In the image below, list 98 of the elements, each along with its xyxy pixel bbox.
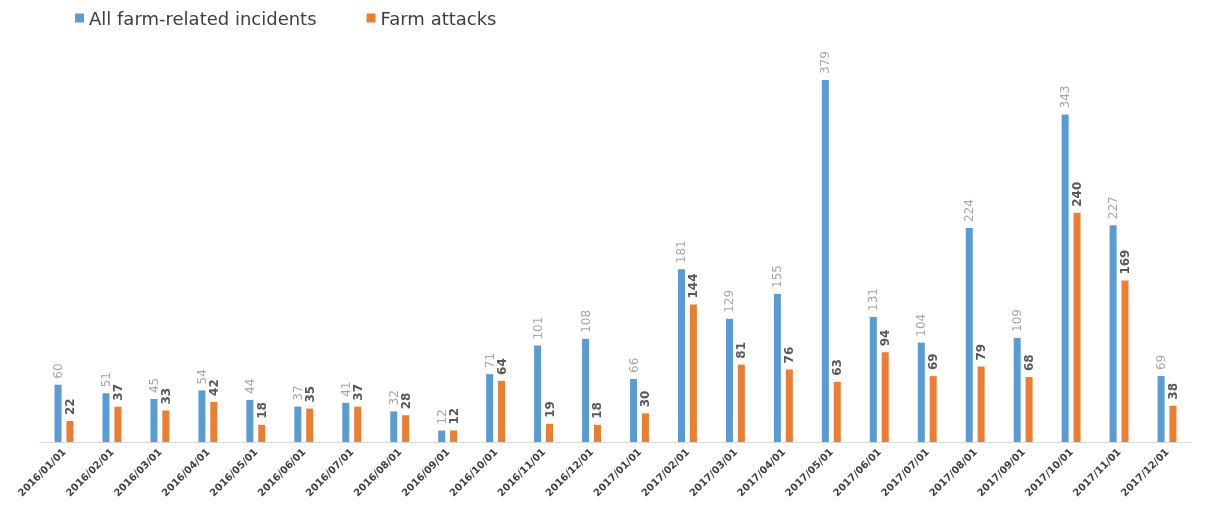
bar: [1169, 405, 1177, 442]
data-label: 155: [770, 265, 785, 288]
data-label: 227: [1106, 196, 1121, 220]
bar: [162, 410, 170, 442]
legend-label: Farm attacks: [380, 7, 497, 29]
bar: [929, 376, 937, 442]
bar: [785, 369, 793, 442]
data-label: 94: [878, 329, 893, 347]
bar: [1121, 280, 1129, 442]
bar: [773, 293, 781, 442]
bar: [306, 408, 314, 442]
bar: [641, 413, 649, 442]
bar: [1157, 376, 1165, 442]
bar: [833, 381, 841, 442]
bar: [66, 420, 74, 442]
bar: [438, 430, 446, 442]
data-label: 63: [830, 359, 845, 376]
data-label: 28: [398, 392, 413, 410]
data-label: 42: [206, 379, 221, 396]
data-label: 144: [686, 273, 701, 299]
data-label: 131: [866, 287, 881, 311]
data-label: 22: [62, 398, 77, 415]
bar: [486, 374, 494, 442]
bar: [1073, 212, 1081, 442]
data-label: 12: [434, 409, 449, 425]
data-label: 109: [1010, 309, 1025, 332]
bar: [737, 364, 745, 442]
data-label: 104: [914, 313, 929, 337]
data-label: 32: [386, 390, 401, 406]
bar: [1025, 377, 1033, 442]
data-label: 81: [734, 341, 749, 359]
data-label: 379: [818, 51, 833, 75]
data-label: 35: [302, 385, 317, 403]
data-label: 41: [338, 381, 353, 397]
data-label: 79: [974, 343, 989, 361]
bar: [1061, 114, 1069, 442]
data-label: 45: [146, 377, 161, 394]
data-label: 19: [542, 401, 557, 418]
data-label: 33: [158, 387, 173, 405]
bar: [821, 80, 829, 442]
bar: [102, 393, 110, 442]
bar: [534, 345, 542, 442]
data-label: 129: [722, 289, 737, 313]
data-label: 37: [350, 383, 365, 401]
data-label: 240: [1070, 181, 1085, 207]
bar: [977, 366, 985, 442]
bar: [342, 402, 350, 442]
data-label: 71: [482, 352, 497, 369]
bar: [881, 352, 889, 442]
bar: [1013, 337, 1021, 442]
data-label: 76: [782, 346, 797, 364]
bar: [390, 411, 398, 442]
data-label: 64: [494, 358, 509, 375]
bar: [582, 338, 590, 442]
bar: [630, 378, 638, 442]
data-label: 37: [290, 385, 305, 401]
data-label: 37: [110, 383, 125, 401]
bar: [689, 304, 697, 442]
bar: [546, 423, 554, 442]
bar: [294, 406, 302, 442]
bar: [114, 406, 122, 442]
bar: [725, 318, 733, 442]
bar: [402, 415, 410, 442]
bar: [1109, 225, 1117, 442]
data-label: 66: [626, 357, 641, 373]
bar: [258, 424, 266, 442]
data-label: 18: [590, 402, 605, 419]
bar: [498, 380, 506, 442]
data-label: 224: [962, 199, 977, 223]
bar: [354, 406, 362, 442]
bar: [210, 401, 218, 442]
bar: [150, 399, 158, 442]
data-label: 101: [530, 316, 545, 340]
data-label: 69: [1154, 354, 1169, 371]
bar: [677, 269, 685, 442]
data-label: 38: [1165, 383, 1180, 400]
data-label: 54: [194, 369, 209, 385]
data-label: 51: [98, 372, 113, 388]
data-label: 343: [1058, 85, 1073, 109]
bar: [198, 390, 206, 442]
bar: [54, 384, 62, 442]
data-label: 18: [254, 402, 269, 419]
data-label: 169: [1118, 249, 1133, 275]
legend-label: All farm-related incidents: [89, 7, 317, 29]
data-label: 69: [926, 353, 941, 371]
bar: [593, 424, 601, 442]
bar: [246, 399, 254, 442]
data-label: 181: [674, 240, 689, 264]
bar: [869, 316, 877, 442]
bar: [450, 430, 458, 442]
bar: [965, 228, 973, 442]
data-label: 30: [638, 390, 653, 408]
data-label: 12: [446, 407, 461, 425]
data-label: 44: [242, 378, 257, 394]
data-label: 60: [51, 363, 66, 379]
data-label: 68: [1022, 354, 1037, 372]
bar: [917, 342, 925, 442]
data-label: 108: [578, 309, 593, 333]
